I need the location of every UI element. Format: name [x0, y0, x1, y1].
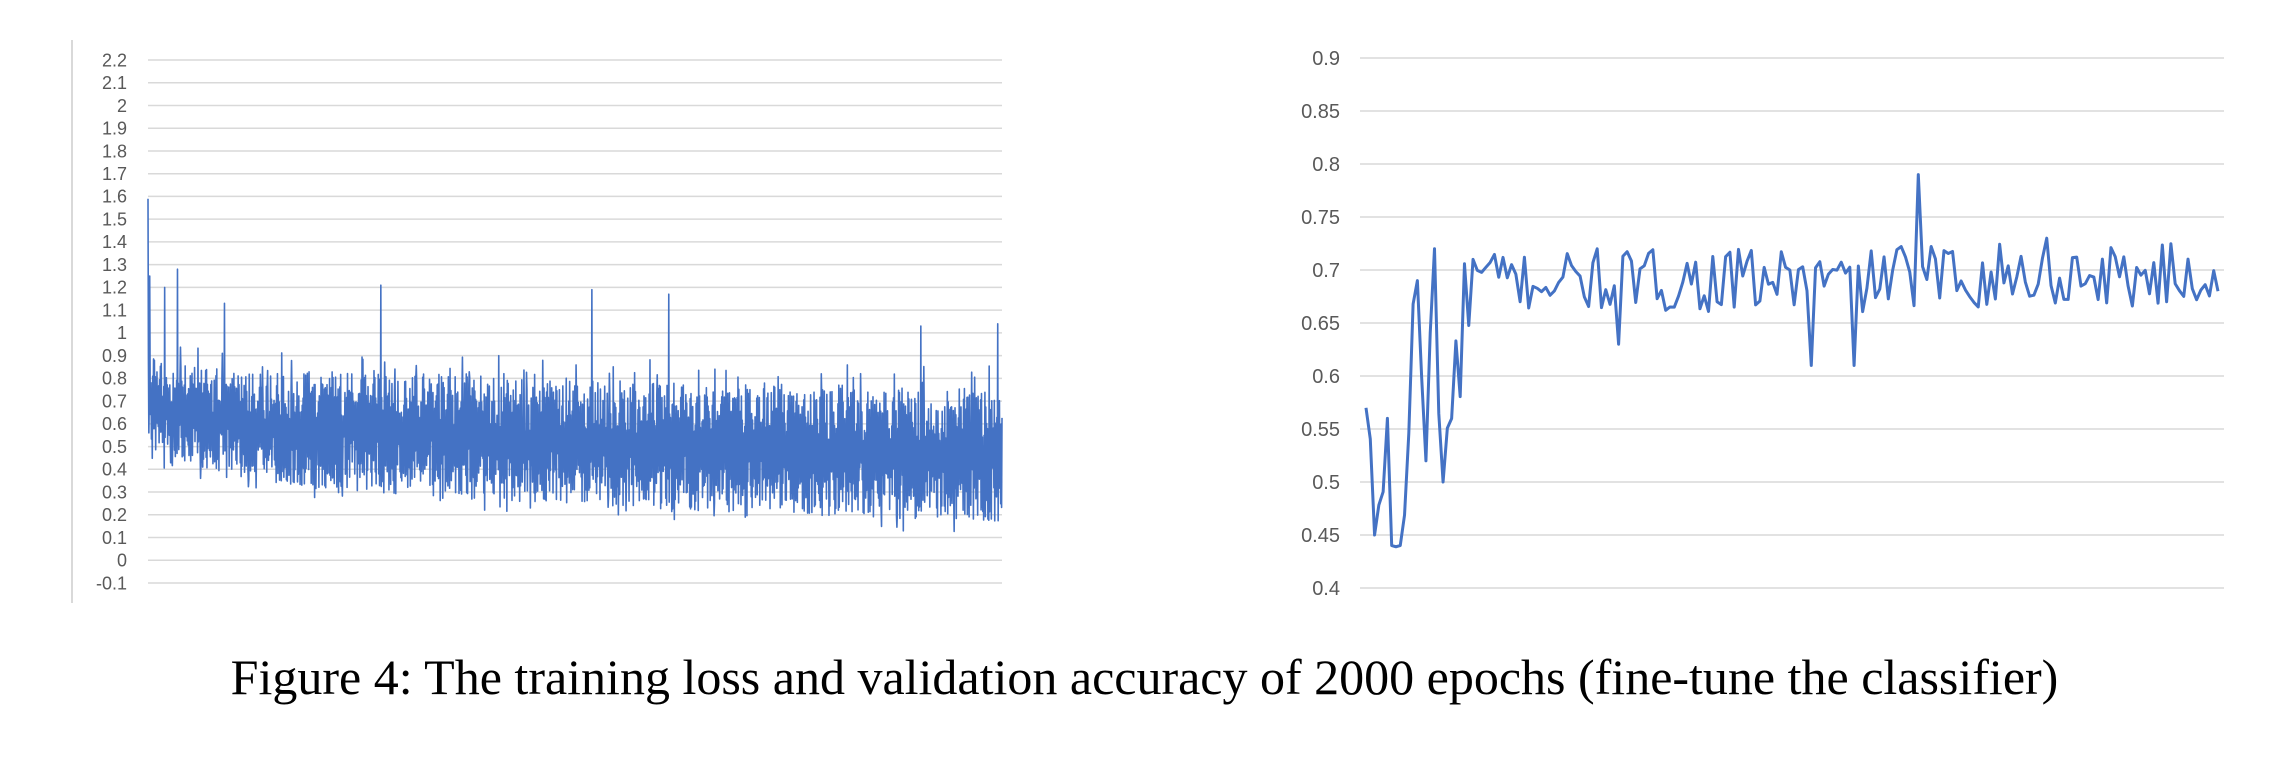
y-tick-label: 0.6 [102, 414, 127, 434]
y-tick-label: 0.65 [1301, 313, 1340, 335]
y-tick-label: 0.8 [102, 369, 127, 389]
y-tick-label: 0.4 [102, 460, 127, 480]
y-tick-label: 0.6 [1312, 366, 1340, 388]
y-tick-label: -0.1 [96, 573, 127, 593]
y-tick-label: 0.9 [1312, 48, 1340, 70]
y-tick-label: 0.7 [102, 391, 127, 411]
y-tick-label: 0.1 [102, 528, 127, 548]
y-tick-label: 1.4 [102, 232, 127, 252]
y-tick-label: 0.4 [1312, 578, 1340, 600]
y-tick-label: 1.6 [102, 187, 127, 207]
y-tick-label: 2.1 [102, 73, 127, 93]
training-loss-plot: -0.10 0.1 0.2 0.30.4 0.5 0.6 0.70.8 0.9 1 1.11.2 1… [71, 40, 1003, 603]
y-tick-label: 1.9 [102, 119, 127, 139]
y-tick-label: 0.5 [102, 437, 127, 457]
y-tick-label: 1.5 [102, 209, 127, 229]
y-tick-label: 2.2 [102, 50, 127, 70]
training-loss-chart: -0.1 0 0.1 0.2 0.3 0.4 0.5 0.6 0.7 0.8 0.9 1 1.1 1.2 1… [0, 0, 1040, 640]
y-tick-label: 1.1 [102, 300, 127, 320]
y-tick-label: 1.8 [102, 141, 127, 161]
y-tick-label: 0.3 [102, 482, 127, 502]
y-tick-label: 0.55 [1301, 419, 1340, 441]
validation-accuracy-chart: 0.4 0.45 0.5 0.55 0.6 0.65 0.7 0.75 0.8 0.85 0.9 [1260, 0, 2289, 640]
validation-accuracy-plot: 0.4 0.45 0.5 0.55 0.6 0.65 0.7 0.75 0.8 0.85 0.9 [1301, 48, 2224, 600]
y-tick-label: 0.2 [102, 505, 127, 525]
y-tick-label: 1 [117, 323, 127, 343]
y-tick-label: 1.3 [102, 255, 127, 275]
y-tick-label: 0.8 [1312, 154, 1340, 176]
y-tick-label: 0.5 [1312, 472, 1340, 494]
y-tick-label: 0.75 [1301, 207, 1340, 229]
y-tick-label: 0 [117, 551, 127, 571]
loss-series-line [147, 198, 1003, 533]
y-tick-label: 1.2 [102, 278, 127, 298]
y-tick-label: 2 [117, 96, 127, 116]
y-tick-label: 1.7 [102, 164, 127, 184]
accuracy-series-line [1364, 173, 2220, 549]
y-tick-label: 0.9 [102, 346, 127, 366]
y-tick-label: 0.85 [1301, 101, 1340, 123]
y-tick-label: 0.45 [1301, 525, 1340, 547]
figure-caption: Figure 4: The training loss and validati… [230, 649, 2059, 705]
y-tick-label: 0.7 [1312, 260, 1340, 282]
